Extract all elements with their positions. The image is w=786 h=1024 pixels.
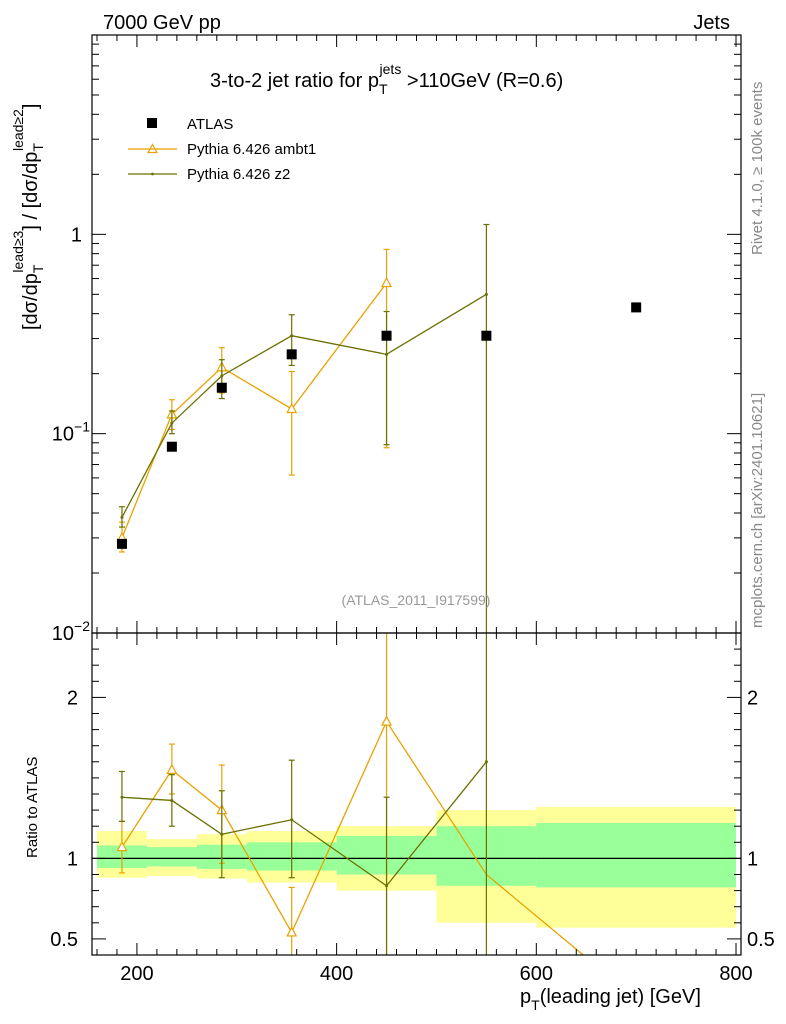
data-point-atlas [116,538,127,549]
data-point-atlas [381,330,392,341]
upper-y-tick-label: 10−2 [52,618,90,645]
chart-title-main: 3-to-2 jet ratio for p [210,70,379,92]
ratio-point-z2 [290,818,294,822]
legend-atlas-marker [147,118,157,128]
ratio-y-tick-label-right: 1 [747,848,758,870]
series-line-ambt1 [121,282,388,539]
ratio-y-tick-label-left: 1 [67,848,78,870]
ratio-line-z2 [121,761,487,887]
ratio-point-z2 [385,884,389,888]
x-tick-label: 600 [520,963,553,985]
category-label: Jets [693,12,730,34]
legend-item-atlas: ATLAS [147,116,233,133]
inner-band-bin [146,847,197,867]
ratio-point-z2 [220,832,224,836]
ratio-point-z2 [170,798,174,802]
analysis-id-label: (ATLAS_2011_I917599) [342,592,491,608]
ratio-point-ambt1 [166,763,178,774]
legend-ambt1-label: Pythia 6.426 ambt1 [187,141,316,158]
x-tick-label: 400 [320,963,353,985]
legend: ATLAS Pythia 6.426 ambt1 Pythia 6.426 z2 [128,116,316,183]
ratio-y-tick-label-right: 0.5 [747,929,775,951]
chart-title-rest: >110GeV (R=0.6) [401,70,563,92]
mcplots-label: mcplots.cern.ch [arXiv:2401.10621] [749,393,766,628]
data-point-ambt1 [286,402,298,414]
legend-item-ambt1: Pythia 6.426 ambt1 [128,141,316,158]
ratio-y-tick-label-right: 2 [747,687,758,709]
data-point-atlas [216,382,227,393]
inner-band-bin [536,822,737,888]
legend-atlas-label: ATLAS [187,116,233,133]
upper-y-axis-label: [dσ/dpTlead≥3] / [dσ/dpTlead≥2] [10,104,46,330]
data-point-z2 [170,421,174,425]
data-point-atlas [166,441,177,452]
chart-title: 3-to-2 jet ratio for pTjets >110GeV (R=0… [210,61,563,97]
chart-title-sub: T [379,81,388,97]
upper-y-tick-label: 10−1 [52,419,90,446]
legend-z2-marker [151,172,154,176]
data-point-atlas [481,330,492,341]
data-point-ambt1 [381,276,393,288]
x-tick-label: 200 [120,963,153,985]
ratio-point-z2 [120,795,124,799]
legend-item-z2: Pythia 6.426 z2 [128,166,290,183]
ratio-bands [96,806,737,928]
upper-plot-area [116,223,642,633]
lower-panel: 200 400 600 800 0.5 0.5 1 1 2 2 [50,632,775,985]
data-point-z2 [484,292,488,296]
data-point-atlas [631,302,642,313]
data-point-z2 [220,374,224,378]
ratio-point-ambt1 [381,715,393,726]
x-axis-label: pT(leading jet) [GeV] [520,986,701,1013]
upper-y-tick-label: 1 [71,224,82,246]
legend-ambt1-marker [146,143,159,154]
chart-title-sup: jets [379,61,402,77]
data-point-z2 [385,352,389,356]
ratio-point-ambt1 [286,926,298,937]
lower-y-axis-label: Ratio to ATLAS [24,757,41,858]
upper-panel: 10−2 10−1 1 [52,34,742,645]
series-line-z2 [121,293,487,518]
ratio-y-tick-label-left: 0.5 [50,929,78,951]
lower-plot-area [116,633,584,955]
ratio-point-z2 [484,760,488,764]
ratio-y-tick-label-left: 2 [67,687,78,709]
rivet-version-label: Rivet 4.1.0, ≥ 100k events [749,82,766,255]
legend-z2-label: Pythia 6.426 z2 [187,166,290,183]
data-point-atlas [286,349,297,360]
data-point-z2 [290,334,294,338]
energy-label: 7000 GeV pp [103,12,221,34]
ratio-point-ambt1 [116,840,128,852]
data-point-z2 [120,515,124,519]
x-tick-label: 800 [719,963,752,985]
